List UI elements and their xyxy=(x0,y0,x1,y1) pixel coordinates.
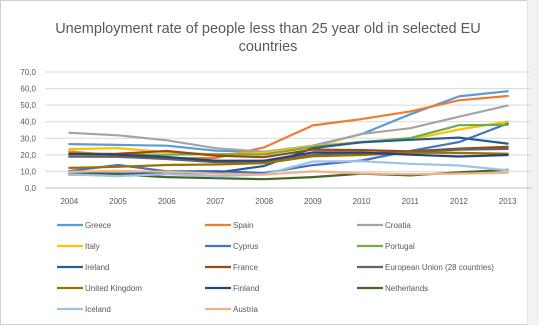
x-tick-label: 2004 xyxy=(60,197,78,206)
legend-label: European Union (28 countries) xyxy=(385,263,494,272)
legend-label: France xyxy=(233,263,258,272)
x-tick-label: 2012 xyxy=(450,197,468,206)
x-tick-label: 2007 xyxy=(207,197,225,206)
x-tick-label: 2008 xyxy=(255,197,273,206)
legend-label: Croatia xyxy=(385,221,411,230)
series-line-4 xyxy=(68,122,509,175)
legend-label: Iceland xyxy=(85,305,111,314)
y-tick-label: 70,0 xyxy=(20,68,36,77)
legend-label: Austria xyxy=(233,305,258,314)
chart-title-line-2: countries xyxy=(239,39,298,55)
legend-label: Netherlands xyxy=(385,284,428,293)
y-tick-label: 40,0 xyxy=(20,118,36,127)
chart-title-line-1: Unemployment rate of people less than 25… xyxy=(55,21,481,37)
series-line-13 xyxy=(68,169,509,176)
y-tick-label: 10,0 xyxy=(20,167,36,176)
x-tick-label: 2010 xyxy=(353,197,371,206)
legend: Greece Spain Croatia Italy Cyprus Portugal Ire… xyxy=(57,221,494,314)
y-axis-ticks: 0,0 10,0 20,0 30,0 40,0 50,0 60,0 70,0 xyxy=(20,68,36,193)
legend-label: Ireland xyxy=(85,263,109,272)
series-line-8 xyxy=(68,147,509,164)
x-tick-label: 2005 xyxy=(109,197,127,206)
legend-label: United Kingdom xyxy=(85,284,142,293)
x-tick-label: 2013 xyxy=(499,197,517,206)
y-tick-label: 20,0 xyxy=(20,151,36,160)
series-lines xyxy=(68,90,509,181)
x-axis-ticks: 2004 2005 2006 2007 2008 2009 2010 2011 2012 2013 xyxy=(60,197,517,206)
legend-label: Portugal xyxy=(385,242,415,251)
x-tick-label: 2011 xyxy=(402,197,420,206)
right-edge-strip xyxy=(527,0,539,325)
series-line-10 xyxy=(68,151,509,162)
series-line-9 xyxy=(68,151,509,169)
series-line-3 xyxy=(68,120,509,156)
y-tick-label: 60,0 xyxy=(20,85,36,94)
x-tick-label: 2009 xyxy=(304,197,322,206)
y-tick-label: 0,0 xyxy=(25,184,37,193)
y-tick-label: 30,0 xyxy=(20,134,36,143)
legend-label: Cyprus xyxy=(233,242,258,251)
legend-label: Spain xyxy=(233,221,253,230)
x-tick-label: 2006 xyxy=(158,197,176,206)
legend-label: Greece xyxy=(85,221,112,230)
series-line-12 xyxy=(68,160,509,178)
series-line-5 xyxy=(68,123,509,157)
y-tick-label: 50,0 xyxy=(20,101,36,110)
legend-label: Finland xyxy=(233,284,259,293)
legend-label: Italy xyxy=(85,242,100,251)
